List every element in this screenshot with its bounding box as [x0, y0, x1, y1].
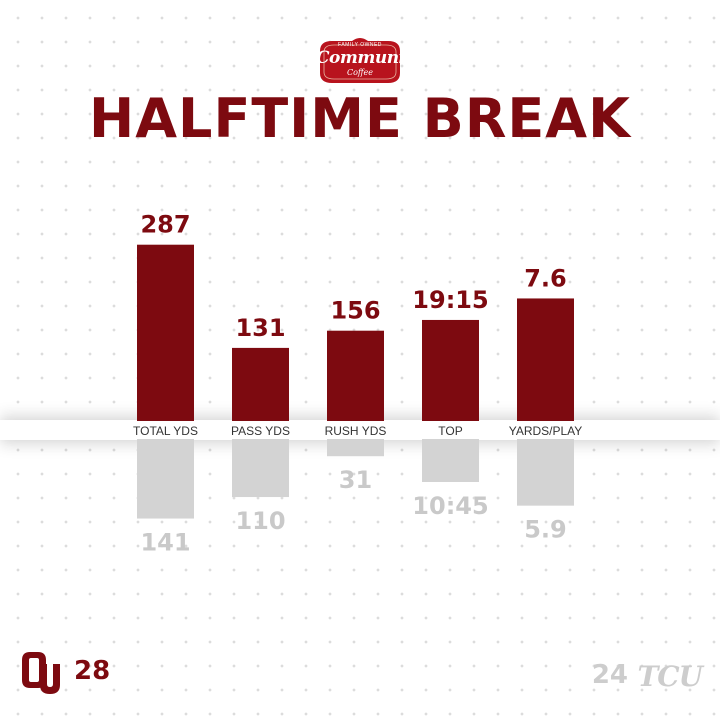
- away-value-label: 110: [235, 507, 285, 535]
- home-value-label: 19:15: [412, 286, 488, 314]
- tcu-logo: TCU: [637, 660, 703, 693]
- sponsor-sub: Coffee: [346, 68, 374, 77]
- away-value-label: 141: [140, 529, 190, 557]
- home-bar: [327, 330, 384, 421]
- home-value-label: 287: [140, 211, 190, 239]
- home-bar: [422, 319, 479, 421]
- away-bar: [137, 439, 194, 519]
- home-value-label: 156: [330, 297, 380, 325]
- away-bar: [232, 439, 289, 498]
- home-value-label: 7.6: [524, 264, 567, 292]
- away-bar: [327, 439, 384, 457]
- away-bar: [517, 439, 574, 506]
- sponsor-tagline: FAMILY OWNED: [338, 42, 382, 48]
- home-bar: [232, 347, 289, 421]
- category-label: YARDS/PLAY: [509, 424, 583, 438]
- away-team-score: 24 TCU: [582, 660, 703, 696]
- home-score: 28: [74, 656, 111, 686]
- ou-logo-icon: [22, 652, 60, 694]
- category-label: TOP: [438, 424, 462, 438]
- away-score: 24: [591, 660, 628, 690]
- home-bar: [517, 298, 574, 421]
- page-title: HALFTIME BREAK: [89, 87, 631, 150]
- sponsor-name: Community: [316, 48, 422, 68]
- category-label: TOTAL YDS: [133, 424, 198, 438]
- away-value-label: 5.9: [524, 516, 567, 544]
- away-value-label: 31: [339, 466, 372, 494]
- home-bar: [137, 244, 194, 421]
- chart-baseline: [0, 420, 720, 440]
- category-label: PASS YDS: [231, 424, 290, 438]
- away-value-label: 10:45: [412, 492, 488, 520]
- category-label: RUSH YDS: [325, 424, 387, 438]
- sponsor-logo: FAMILY OWNED Community Coffee: [316, 37, 422, 85]
- home-value-label: 131: [235, 314, 285, 342]
- sponsor-badge-shape: [320, 38, 400, 83]
- away-bar: [422, 439, 479, 482]
